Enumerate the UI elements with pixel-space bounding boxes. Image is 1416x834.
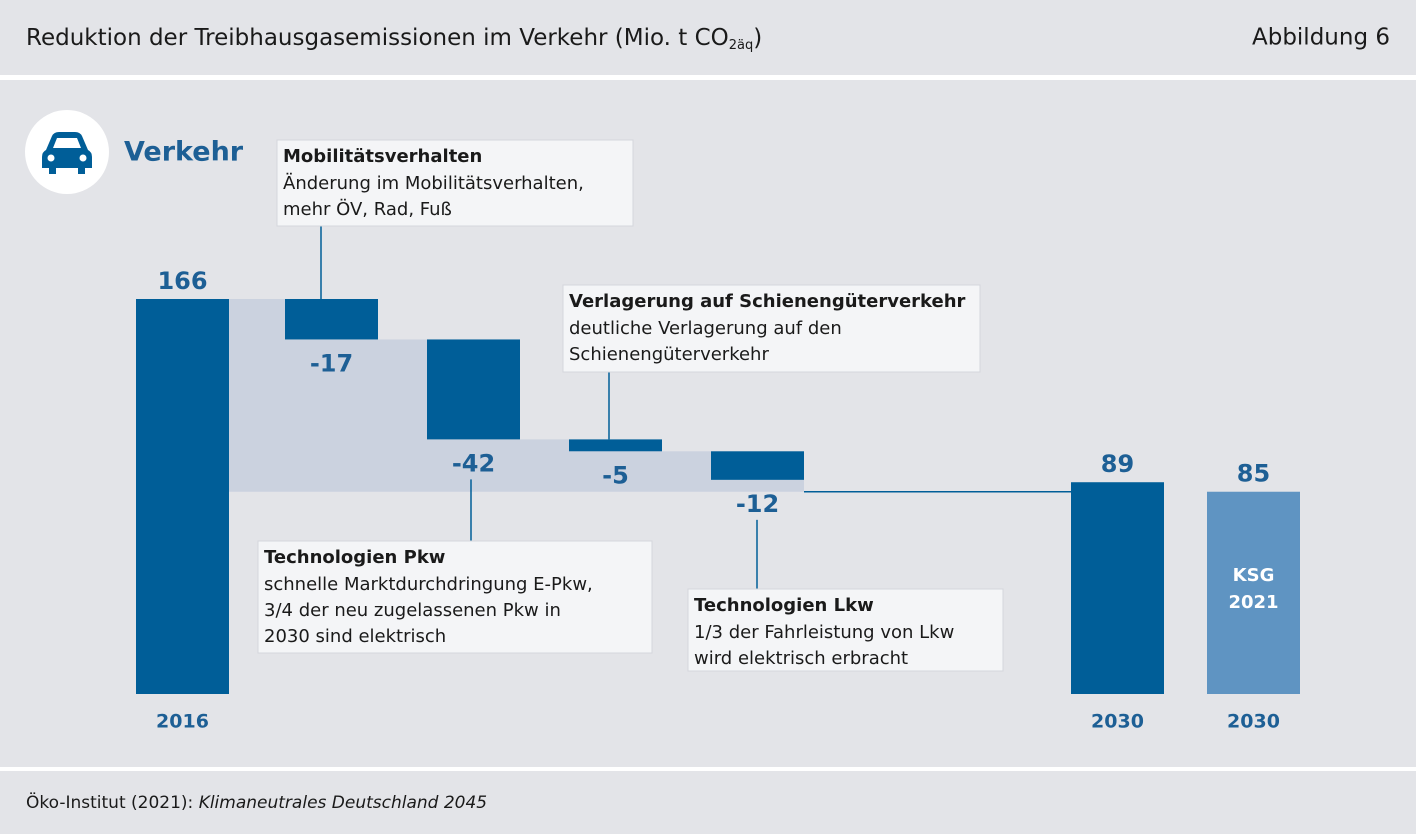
source: Öko-Institut (2021): Klimaneutrales Deut…	[26, 791, 487, 813]
annotation-title: Verlagerung auf Schienengüterverkehr	[569, 291, 966, 312]
annotation-text: Schienengüterverkehr	[569, 344, 769, 365]
bar-inner-label: KSG	[1233, 565, 1275, 586]
annotation: Technologien Pkw schnelle Marktdurchdring…	[257, 479, 653, 654]
title-text: Reduktion der Treibhausgasemissionen im …	[26, 25, 729, 51]
value-label: -5	[602, 461, 629, 489]
annotation-box	[562, 284, 981, 373]
x-tick-label: 2030	[1227, 711, 1280, 733]
connector-band	[711, 479, 804, 492]
annotation-text: mehr ÖV, Rad, Fuß	[283, 198, 452, 220]
annotation: Verlagerung auf Schienengüterverkehr deut…	[562, 284, 981, 440]
bar	[1071, 482, 1164, 694]
bar-inner-label: 2021	[1228, 592, 1278, 613]
bar	[285, 299, 378, 340]
annotation-box	[257, 540, 653, 654]
bar	[711, 451, 804, 480]
connector-band	[520, 439, 569, 492]
value-label: 85	[1237, 460, 1270, 488]
connector-band	[662, 451, 711, 492]
x-tick-label: 2016	[156, 711, 209, 733]
connector-band	[378, 339, 427, 492]
annotation-text: wird elektrisch erbracht	[694, 648, 908, 669]
source-text: Öko-Institut (2021):	[26, 791, 199, 813]
x-tick-label: 2030	[1091, 711, 1144, 733]
connector	[229, 299, 804, 492]
source-italic: Klimaneutrales Deutschland 2045	[199, 793, 487, 813]
annotation-title: Technologien Pkw	[264, 547, 445, 568]
value-label: -42	[452, 449, 495, 477]
bar	[427, 339, 520, 440]
title: Reduktion der Treibhausgasemissionen im …	[26, 25, 762, 53]
bar	[569, 439, 662, 452]
title-subscript: 2äq	[729, 38, 754, 53]
value-label: 89	[1101, 450, 1134, 478]
figure-label: Abbildung 6	[1252, 25, 1390, 51]
annotation-text: Änderung im Mobilitätsverhalten,	[283, 173, 584, 194]
title-close: )	[753, 25, 762, 51]
divider	[0, 75, 1416, 80]
bar	[136, 299, 229, 694]
connector-band	[285, 339, 378, 492]
annotation-title: Technologien Lkw	[694, 595, 874, 616]
annotation-text: 3/4 der neu zugelassenen Pkw in	[264, 600, 561, 621]
annotation: Technologien Lkw 1/3 der Fahrleistung von…	[687, 519, 1004, 672]
value-label: 166	[157, 267, 207, 295]
annotation-text: deutliche Verlagerung auf den	[569, 318, 842, 339]
annotation-text: 2030 sind elektrisch	[264, 626, 446, 647]
section-label: Verkehr	[124, 137, 244, 168]
annotation-text: schnelle Marktdurchdringung E-Pkw,	[264, 574, 593, 595]
annotation-title: Mobilitätsverhalten	[283, 146, 482, 167]
bar	[1207, 491, 1300, 694]
connector-band	[569, 451, 662, 492]
annotation-text: 1/3 der Fahrleistung von Lkw	[694, 622, 954, 643]
annotation: Mobilitätsverhalten Änderung im Mobilität…	[276, 139, 634, 299]
car-icon	[25, 110, 109, 194]
annotation-box	[687, 588, 1004, 672]
value-label: -17	[310, 349, 353, 377]
connector-band	[229, 299, 285, 492]
divider	[0, 767, 1416, 771]
value-label: -12	[736, 490, 779, 518]
annotation-box	[276, 139, 634, 227]
connector-band	[427, 439, 520, 492]
